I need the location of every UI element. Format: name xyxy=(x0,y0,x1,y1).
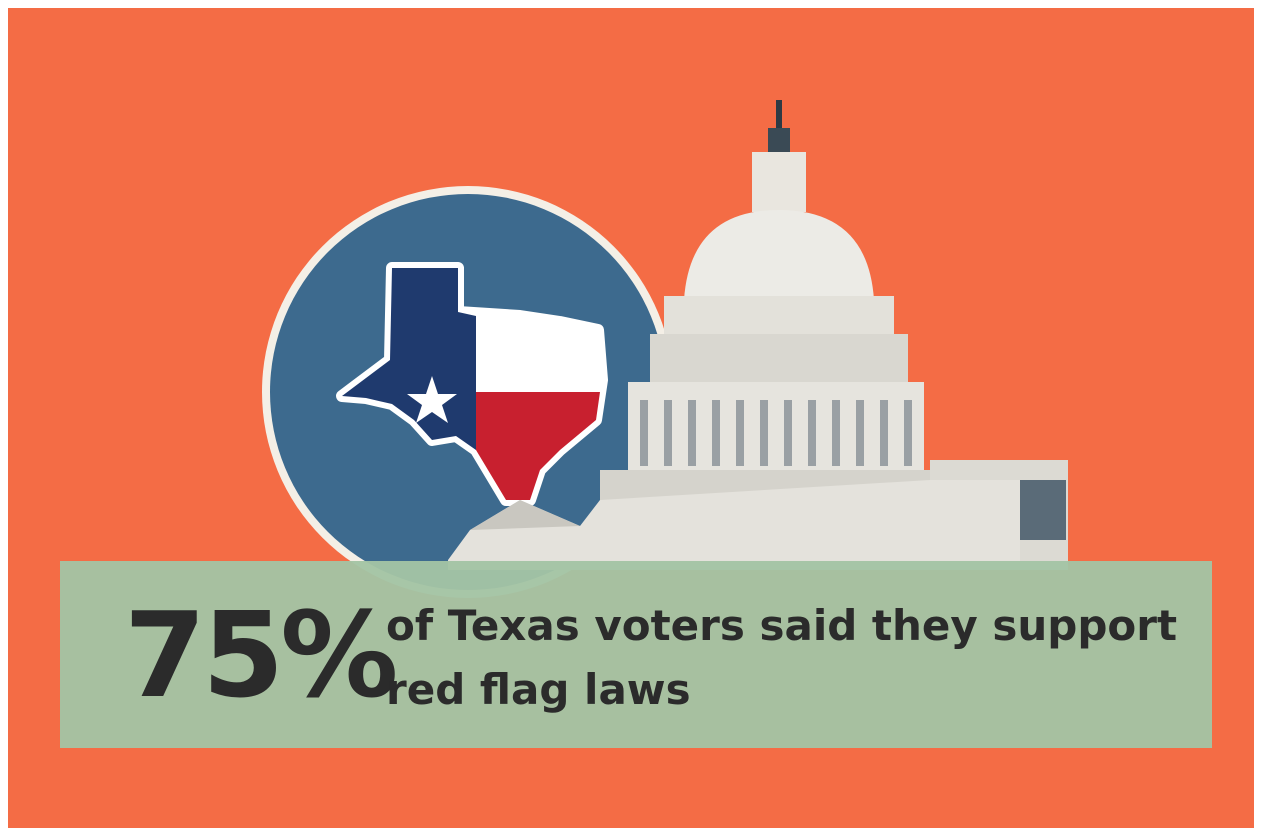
caption-line: red flag laws xyxy=(386,665,691,714)
page: 75% of Texas voters said they support re… xyxy=(0,0,1262,836)
infographic: 75% of Texas voters said they support re… xyxy=(0,0,1262,836)
caption-line: of Texas voters said they support xyxy=(386,601,1177,650)
stat: 75% xyxy=(124,586,395,724)
